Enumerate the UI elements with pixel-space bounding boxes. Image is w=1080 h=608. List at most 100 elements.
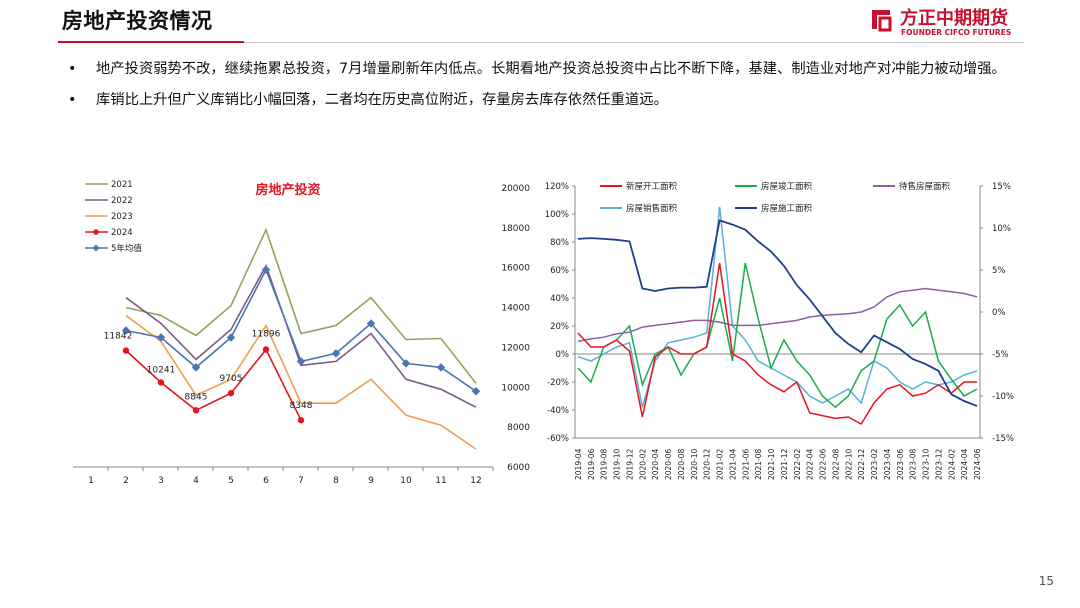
data-label: 11842 <box>104 332 133 342</box>
y-tick-label: 20000 <box>501 184 530 194</box>
x-tick-label: 2022-04 <box>806 448 815 480</box>
legend-label: 待售房屋面积 <box>899 181 951 192</box>
x-tick-label: 2023-06 <box>896 448 905 480</box>
left-tick-label: 40% <box>550 294 569 304</box>
x-tick-label: 2021-06 <box>741 448 750 480</box>
data-point <box>122 347 130 354</box>
bullet-item: 地产投资弱势不改，继续拖累总投资，7月增量刷新年内低点。长期看地产投资总投资中占… <box>68 56 1028 83</box>
data-point <box>436 363 446 372</box>
series-line <box>125 314 477 450</box>
legend-label: 房屋施工面积 <box>761 203 813 214</box>
x-tick-label: 2019-12 <box>625 448 634 480</box>
x-tick-label: 2019-04 <box>574 448 583 480</box>
x-tick-label: 2021-10 <box>767 448 776 480</box>
data-label: 9705 <box>220 374 243 384</box>
series-line <box>577 287 978 343</box>
series-line <box>125 263 477 408</box>
x-tick-label: 2022-12 <box>857 448 866 480</box>
data-point <box>262 346 270 353</box>
x-tick-label: 6 <box>263 476 269 486</box>
data-label: 8845 <box>185 392 208 402</box>
page-number: 15 <box>1038 574 1054 588</box>
x-tick-label: 2024-02 <box>947 448 956 480</box>
right-tick-label: -10% <box>992 392 1014 402</box>
legend-label: 2023 <box>111 212 133 222</box>
right-tick-label: 10% <box>992 224 1011 234</box>
left-tick-label: 20% <box>550 322 569 332</box>
logo-text-cn: 方正中期期货 <box>900 8 1008 29</box>
data-point <box>156 333 166 342</box>
x-tick-label: 2019-10 <box>613 448 622 480</box>
data-point <box>191 363 201 372</box>
x-tick-label: 10 <box>400 476 412 486</box>
x-tick-label: 2019-06 <box>587 448 596 480</box>
x-tick-label: 2023-08 <box>909 448 918 480</box>
data-point <box>297 417 305 424</box>
x-tick-label: 9 <box>368 476 374 486</box>
right-tick-label: 5% <box>992 266 1006 276</box>
x-tick-label: 2023-10 <box>922 448 931 480</box>
company-logo: 方正中期期货 FOUNDER CIFCO FUTURES <box>868 4 1028 38</box>
legend-label: 房屋竣工面积 <box>761 181 813 192</box>
x-tick-label: 2 <box>123 476 129 486</box>
y-tick-label: 10000 <box>501 383 530 393</box>
x-tick-label: 1 <box>88 476 94 486</box>
data-point <box>157 379 165 386</box>
data-point <box>471 387 481 396</box>
x-tick-label: 2020-02 <box>638 448 647 480</box>
right-tick-label: 15% <box>992 182 1011 192</box>
header-divider <box>244 42 1024 43</box>
series-line <box>577 219 978 407</box>
x-tick-label: 2020-04 <box>651 448 660 480</box>
x-tick-label: 3 <box>158 476 164 486</box>
left-tick-label: 80% <box>550 238 569 248</box>
x-tick-label: 4 <box>193 476 199 486</box>
legend-label: 2022 <box>111 196 133 206</box>
x-tick-label: 11 <box>435 476 446 486</box>
x-tick-label: 2022-10 <box>844 448 853 480</box>
right-tick-label: 0% <box>992 308 1006 318</box>
left-tick-label: -40% <box>547 406 569 416</box>
x-tick-label: 2020-10 <box>690 448 699 480</box>
x-tick-label: 2022-02 <box>793 448 802 480</box>
logo-text-en: FOUNDER CIFCO FUTURES <box>901 28 1012 37</box>
y-tick-label: 16000 <box>501 264 530 274</box>
data-point <box>366 319 376 328</box>
y-tick-label: 8000 <box>507 423 530 433</box>
x-tick-label: 2024-04 <box>960 448 969 480</box>
left-tick-label: 0% <box>556 350 570 360</box>
data-point <box>331 349 341 358</box>
bullet-list: 地产投资弱势不改，继续拖累总投资，7月增量刷新年内低点。长期看地产投资总投资中占… <box>68 56 1028 114</box>
data-label: 10241 <box>147 365 176 375</box>
right-tick-label: -5% <box>992 350 1009 360</box>
left-tick-label: 60% <box>550 266 569 276</box>
x-tick-label: 7 <box>298 476 304 486</box>
area-growth-chart: 120% 100% 80% 60% 40% 20% 0% -20% -40% -60% 15% 10%… <box>545 181 1014 480</box>
legend-marker <box>92 244 100 252</box>
x-tick-label: 8 <box>333 476 339 486</box>
x-tick-label: 12 <box>470 476 481 486</box>
y-tick-label: 18000 <box>501 224 530 234</box>
left-tick-label: -60% <box>547 434 569 444</box>
bullet-item: 库销比上升但广义库销比小幅回落，二者均在历史高位附近，存量房去库存依然任重道远。 <box>68 87 1028 114</box>
series-line <box>577 206 978 408</box>
investment-chart: 1 2 3 4 5 6 7 8 9 10 11 126000800010000120001400016… <box>73 180 530 486</box>
x-tick-label: 2021-02 <box>716 448 725 480</box>
series-line <box>125 348 302 421</box>
left-tick-label: -20% <box>547 378 569 388</box>
x-tick-label: 2021-04 <box>728 448 737 480</box>
y-tick-label: 6000 <box>507 463 530 473</box>
y-tick-label: 12000 <box>501 343 530 353</box>
series-line <box>125 267 477 392</box>
x-tick-label: 2020-12 <box>703 448 712 480</box>
x-tick-label: 2021-08 <box>754 448 763 480</box>
x-tick-label: 2021-12 <box>780 448 789 480</box>
x-tick-label: 2020-08 <box>677 448 686 480</box>
page-title: 房地产投资情况 <box>62 9 213 33</box>
legend-marker <box>93 229 99 235</box>
legend-label: 新屋开工面积 <box>626 181 678 192</box>
data-label: 11896 <box>252 330 281 340</box>
x-tick-label: 2022-08 <box>831 448 840 480</box>
data-point <box>401 359 411 368</box>
series-line <box>577 262 978 409</box>
